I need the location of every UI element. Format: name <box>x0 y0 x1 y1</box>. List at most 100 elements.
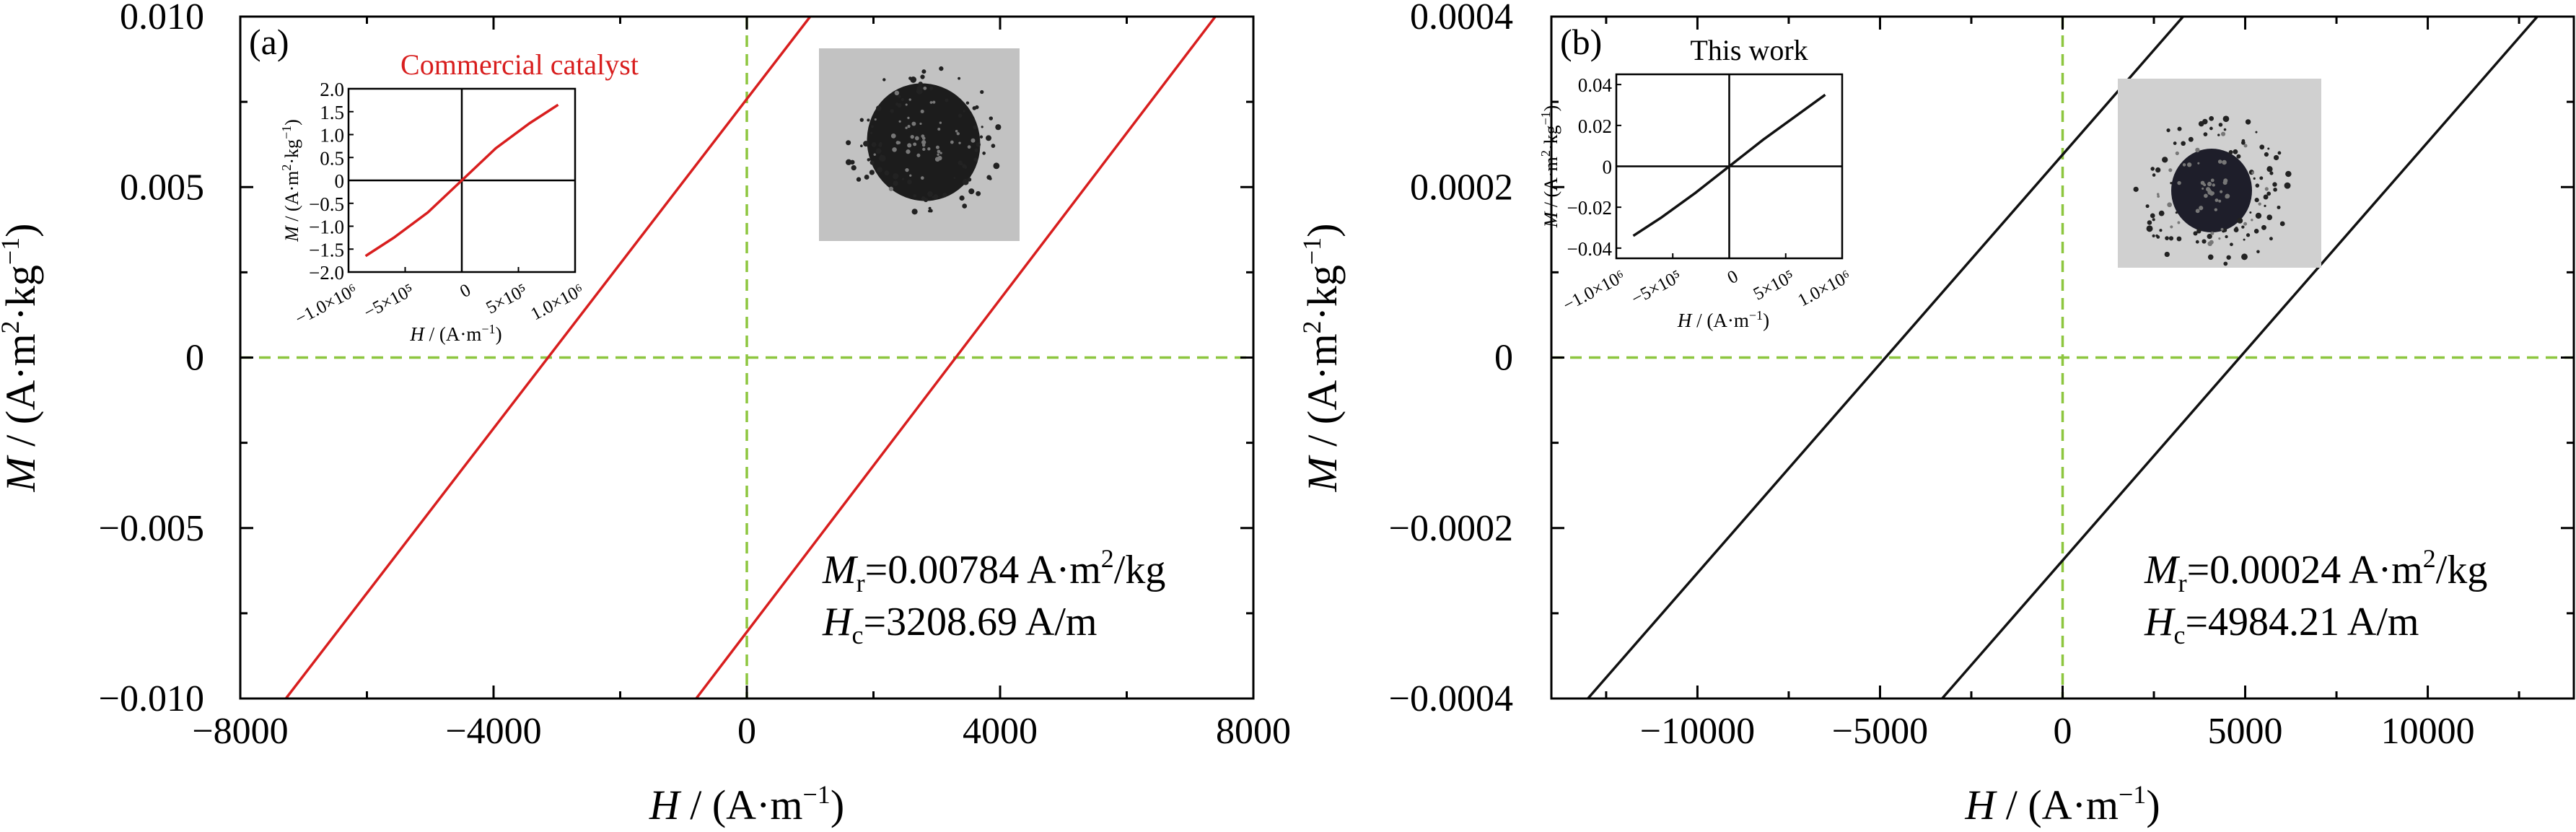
powder-speck <box>2165 236 2169 241</box>
powder-speck <box>2266 166 2273 172</box>
powder-speck <box>875 105 882 111</box>
powder-highlight <box>874 118 877 121</box>
inset-x-tick-label: −5×10⁵ <box>361 280 417 323</box>
powder-highlight <box>909 174 912 177</box>
powder-speck <box>870 125 874 128</box>
powder-speck <box>2230 242 2233 247</box>
powder-speck <box>2173 141 2177 145</box>
remanence-annotation: Mr=0.00784 A·m2/kg <box>822 544 1165 597</box>
powder-speck <box>2177 126 2182 131</box>
powder-speck <box>975 105 979 110</box>
powder-highlight <box>2212 183 2215 187</box>
powder-speck <box>2176 236 2182 242</box>
x-tick-label: −10000 <box>1640 711 1755 752</box>
powder-speck <box>2152 173 2156 177</box>
powder-speck <box>2261 224 2266 230</box>
y-tick-label: 0.0002 <box>1410 167 1513 208</box>
powder-highlight <box>2220 227 2224 231</box>
powder-speck <box>933 194 939 200</box>
powder-speck <box>870 131 873 134</box>
powder-speck <box>2259 176 2264 180</box>
inset-y-axis-label: M / (A·m2·kg−1) <box>1538 105 1561 229</box>
inset-x-tick-label: 0 <box>1725 266 1742 288</box>
powder-speck <box>911 209 918 215</box>
powder-speck <box>901 178 905 180</box>
inset-y-tick-label: 0 <box>335 170 345 192</box>
powder-speck <box>963 110 965 113</box>
inset-x-tick-label: 0 <box>457 280 474 302</box>
powder-highlight <box>937 153 939 156</box>
powder-speck <box>2267 147 2270 150</box>
powder-highlight <box>2214 208 2218 211</box>
powder-highlight <box>2251 171 2255 175</box>
powder-highlight <box>894 90 900 96</box>
powder-speck <box>2223 228 2227 232</box>
inset-title: This work <box>1690 34 1808 66</box>
inset-y-tick-label: −0.5 <box>309 193 344 215</box>
powder-speck <box>2222 115 2230 123</box>
inset-magnetization-curve <box>364 103 559 258</box>
powder-highlight <box>910 134 914 139</box>
powder-speck <box>2235 227 2238 230</box>
powder-highlight <box>2222 180 2227 185</box>
powder-highlight <box>2170 225 2173 229</box>
powder-speck <box>890 109 894 113</box>
powder-speck <box>959 195 965 201</box>
coercivity-annotation: Hc=3208.69 A/m <box>822 600 1098 649</box>
inset-x-tick-label: −1.0×10⁶ <box>1560 266 1629 315</box>
powder-speck <box>979 135 983 139</box>
powder-highlight <box>971 138 976 143</box>
powder-highlight <box>2157 195 2160 198</box>
inset-x-tick-label: −1.0×10⁶ <box>292 280 361 329</box>
powder-highlight <box>907 116 910 120</box>
powder-speck <box>2195 240 2199 244</box>
powder-speck <box>856 177 862 182</box>
catalyst-powder-photo <box>2118 79 2321 268</box>
y-axis-label: M / (A·m2·kg−1) <box>1297 223 1346 492</box>
powder-speck <box>2181 141 2186 146</box>
powder-speck <box>2196 229 2202 234</box>
y-tick-label: 0.0004 <box>1410 0 1513 38</box>
powder-highlight <box>934 157 940 162</box>
powder-highlight <box>905 103 908 106</box>
powder-speck <box>976 191 981 196</box>
powder-speck <box>2166 128 2170 133</box>
powder-highlight <box>2217 159 2222 164</box>
powder-highlight <box>916 153 921 157</box>
powder-speck <box>2202 118 2208 125</box>
powder-speck <box>929 209 933 213</box>
powder-speck <box>2207 234 2212 240</box>
powder-speck <box>974 148 978 152</box>
powder-speck <box>882 78 886 82</box>
powder-speck <box>2170 182 2173 185</box>
powder-speck <box>2273 154 2279 161</box>
powder-speck <box>869 170 875 175</box>
powder-highlight <box>927 147 931 151</box>
powder-speck <box>2164 251 2170 258</box>
powder-speck <box>2146 225 2153 232</box>
powder-speck <box>932 196 934 198</box>
powder-speck <box>2241 253 2248 260</box>
powder-blob <box>2171 149 2252 232</box>
powder-speck <box>918 82 923 87</box>
x-tick-label: −8000 <box>192 711 288 752</box>
powder-highlight <box>2258 202 2261 206</box>
powder-speck <box>2207 254 2214 260</box>
powder-speck <box>921 196 926 201</box>
powder-highlight <box>939 121 942 124</box>
inset-plot: −0.04 −0.02 0 0.02 0.04 −1.0×10⁶ −5×10⁵ 0 5×10⁵1… <box>1538 34 1854 331</box>
powder-highlight <box>908 98 911 101</box>
powder-speck <box>2269 237 2273 241</box>
y-tick-label: 0.005 <box>120 167 204 208</box>
hysteresis-branch-1 <box>1587 17 2184 699</box>
x-tick-label: 8000 <box>1216 711 1291 752</box>
powder-speck <box>2243 238 2246 241</box>
powder-highlight <box>911 121 916 126</box>
powder-highlight <box>2225 193 2230 199</box>
powder-speck <box>989 116 994 121</box>
inset-x-tick-label: 5×10⁵ <box>1751 266 1798 304</box>
hysteresis-branch-2 <box>695 17 1217 699</box>
powder-speck <box>846 140 851 146</box>
inset-y-tick-label: 1.0 <box>320 125 344 146</box>
powder-highlight <box>905 167 909 172</box>
